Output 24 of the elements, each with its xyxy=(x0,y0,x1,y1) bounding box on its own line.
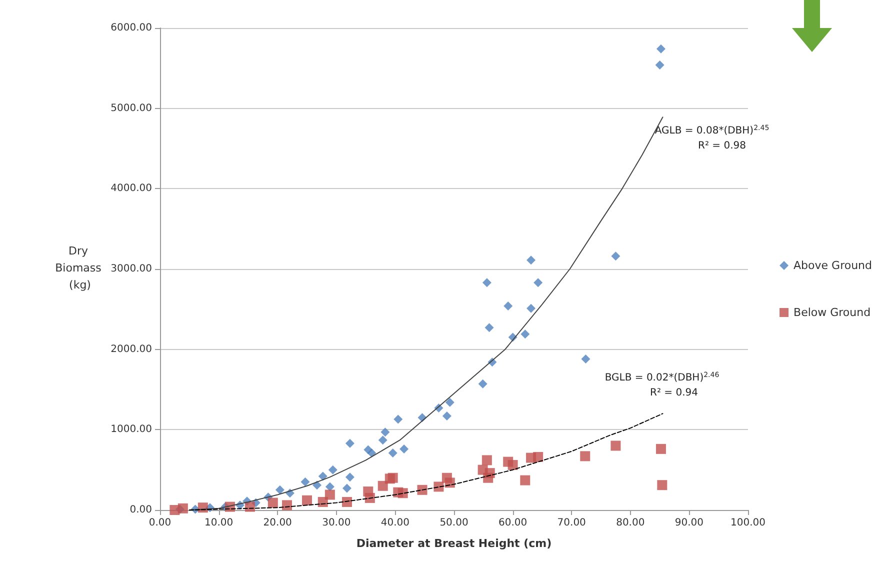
annotation: R² = 0.98 xyxy=(698,140,746,152)
x-axis-title: Diameter at Breast Height (cm) xyxy=(356,537,552,550)
y-tick-label: 4000.00 xyxy=(110,183,152,194)
x-tick-label: 50.00 xyxy=(440,518,468,528)
y-tick-label: 1000.00 xyxy=(110,424,152,436)
x-tick-label: 80.00 xyxy=(616,518,645,528)
x-tick-label: 20.00 xyxy=(263,518,292,528)
x-tick-label: 40.00 xyxy=(380,518,410,528)
x-tick-label: 0.00 xyxy=(148,518,172,528)
x-tick-label: 100.00 xyxy=(730,518,766,528)
y-tick-label: 5000.00 xyxy=(110,102,152,114)
x-tick-label: 10.00 xyxy=(204,518,234,528)
x-tick-label: 30.00 xyxy=(322,518,351,528)
x-tick-label: 90.00 xyxy=(674,518,704,528)
legend-label: Above Ground xyxy=(794,259,872,272)
y-tick-label: 6000.00 xyxy=(110,22,152,34)
y-tick-label: 0.00 xyxy=(130,504,152,516)
y-axis-title: Dry Biomass (kg) xyxy=(55,244,105,292)
y-tick-label: 3000.00 xyxy=(110,264,152,274)
y-tick-label: 2000.00 xyxy=(110,344,152,355)
x-tick-label: 60.00 xyxy=(498,518,528,528)
x-tick-label: 70.00 xyxy=(557,518,586,528)
legend-label: Below Ground xyxy=(794,306,871,319)
annotation: R² = 0.94 xyxy=(650,388,698,398)
